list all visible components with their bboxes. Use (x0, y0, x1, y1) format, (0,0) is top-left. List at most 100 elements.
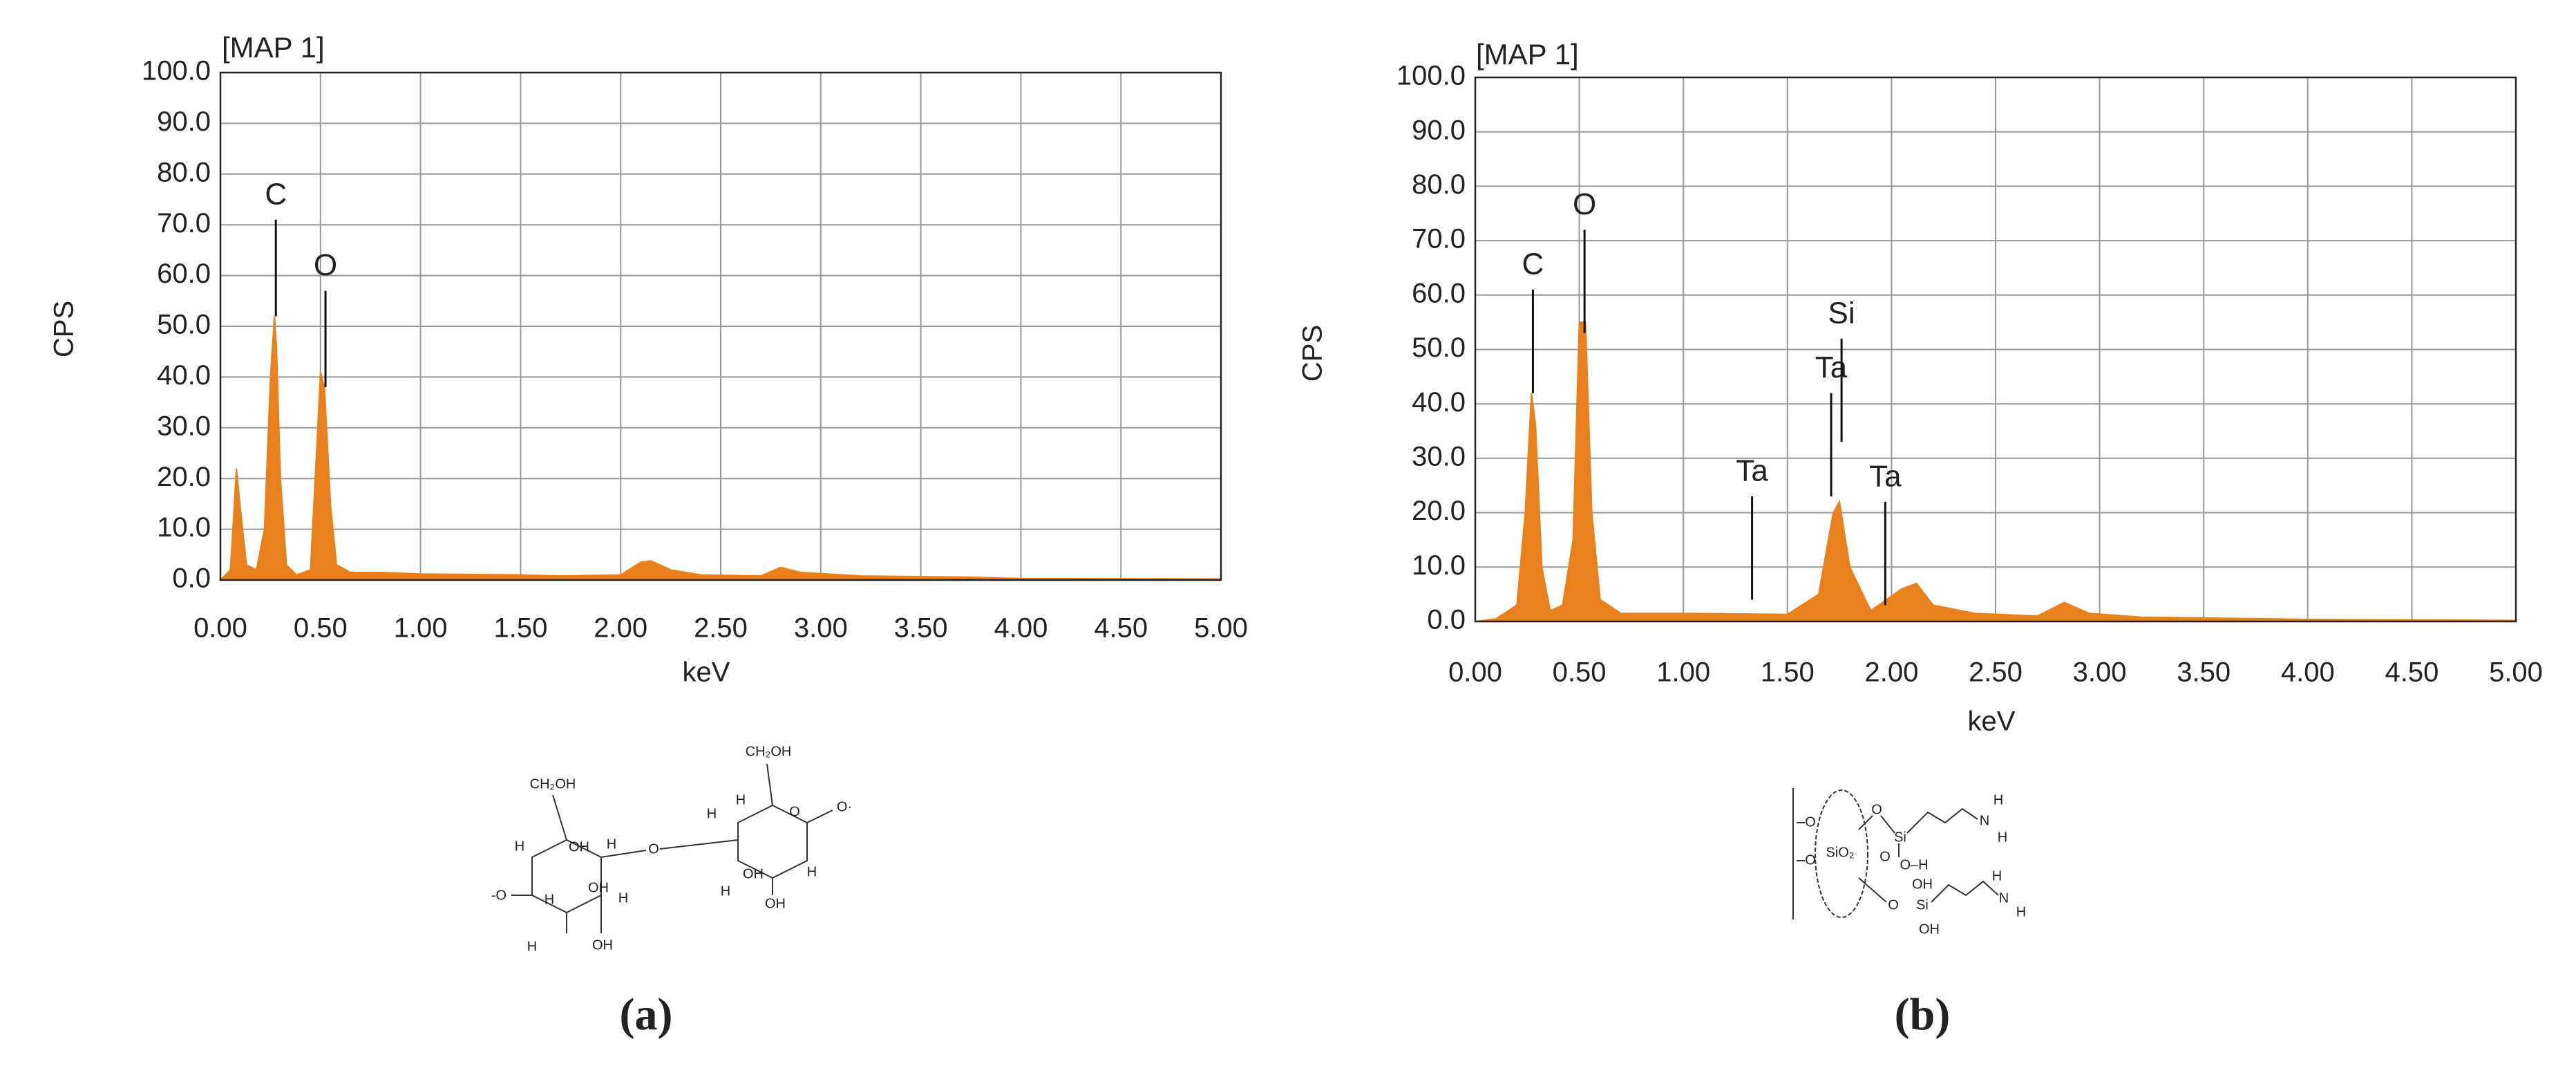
x-tick-label: 4.50 (2385, 657, 2438, 688)
atom-label: H (736, 792, 746, 807)
spectrum (1475, 321, 2517, 622)
x-tick-label: 1.00 (1656, 657, 1710, 688)
y-tick-label: 10.0 (1412, 550, 1466, 581)
y-tick-label: 80.0 (157, 157, 211, 187)
atom-label: H (1993, 792, 2003, 807)
structure-a (511, 763, 833, 933)
x-tick-label: 0.50 (1553, 657, 1607, 688)
particle (1815, 789, 1868, 918)
atom-label: OH (588, 880, 609, 895)
atom-label: Si (1894, 830, 1906, 845)
y-tick-label: 10.0 (157, 512, 211, 543)
x-tick-label: 3.50 (894, 613, 948, 644)
atom-label: OH (743, 866, 764, 881)
x-tick-label: 4.50 (1094, 613, 1148, 644)
peak-label: O (1573, 187, 1596, 221)
y-tick-label: 0.0 (1427, 605, 1466, 635)
atom-label: O· (837, 799, 852, 814)
atom-label: OH (592, 937, 613, 953)
atom-label: H (607, 836, 616, 852)
peak-label: Ta (1869, 459, 1902, 493)
atom-label: H (1998, 830, 2007, 845)
x-tick-label: 3.50 (2177, 657, 2231, 688)
spectrum (218, 316, 1222, 581)
atom-label: -O (491, 888, 506, 903)
peak-label: Ta (1736, 454, 1768, 488)
x-tick-label: 0.00 (193, 613, 247, 644)
x-tick-label: 0.50 (294, 613, 348, 644)
atom-label: O (1879, 849, 1891, 864)
y-tick-label: 80.0 (1412, 169, 1466, 200)
x-tick-label: 2.00 (1864, 657, 1918, 688)
x-tick-label: 4.00 (2281, 657, 2335, 688)
bonds (511, 763, 833, 933)
y-tick-label: 100.0 (142, 56, 211, 86)
x-axis-label: keV (1968, 707, 2016, 737)
atom-label: O (1888, 897, 1899, 913)
x-tick-label: 5.00 (1194, 613, 1248, 644)
atom-label: Si (1916, 897, 1929, 913)
atom-label: H (515, 839, 524, 854)
atom-label: CH₂OH (530, 776, 576, 792)
peak-label: Ta (1815, 350, 1848, 384)
y-tick-label: 60.0 (1412, 278, 1466, 308)
x-tick-label: 1.50 (493, 613, 547, 644)
x-tick-label: 1.00 (394, 613, 448, 644)
atom-label: H (707, 806, 717, 821)
y-tick-label: 60.0 (157, 259, 211, 289)
chart-title: [MAP 1] (1476, 38, 1579, 71)
atom-label: H (1992, 868, 2002, 883)
atom-label: CH₂OH (746, 744, 792, 759)
atom-label: O–H (1900, 857, 1928, 872)
x-tick-label: 3.00 (2073, 657, 2127, 688)
atom-label: O (789, 804, 800, 819)
y-tick-label: 50.0 (1412, 333, 1466, 363)
x-tick-label: 2.50 (1969, 657, 2023, 688)
y-tick-label: 0.0 (172, 563, 211, 594)
x-tick-label: 4.00 (994, 613, 1048, 644)
atom-label: H (618, 890, 628, 906)
panel-label: (b) (1895, 989, 1951, 1040)
y-tick-label: 70.0 (1412, 224, 1466, 254)
atom-label: O (1871, 802, 1882, 817)
atom-label: O (648, 841, 659, 857)
atom-label: H (2016, 904, 2026, 919)
peak-label: C (1522, 247, 1544, 281)
y-tick-label: 90.0 (157, 106, 211, 137)
atom-label: OH (569, 839, 589, 854)
y-axis-label: CPS (1298, 325, 1328, 382)
atom-label: N (1980, 813, 1989, 828)
atom-label: H (544, 892, 554, 907)
atom-label: H (721, 883, 730, 899)
y-axis-label: CPS (49, 301, 79, 357)
atom-label: OH (1912, 877, 1933, 892)
x-tick-label: 3.00 (794, 613, 848, 644)
atom-label: H (807, 864, 817, 879)
plot-frame (1474, 76, 2517, 623)
atom-label: N (1999, 890, 2009, 906)
x-tick-label: 1.50 (1761, 657, 1815, 688)
structure-b (1792, 788, 1999, 919)
y-tick-label: 100.0 (1396, 61, 1466, 91)
y-tick-label: 70.0 (157, 208, 211, 239)
y-tick-label: 50.0 (157, 310, 211, 340)
atom-label: O (1805, 814, 1816, 830)
y-tick-label: 40.0 (157, 360, 211, 391)
x-axis-label: keV (683, 657, 730, 688)
y-tick-label: 20.0 (157, 462, 211, 492)
atom-label: SiO₂ (1826, 845, 1854, 860)
bonds (1797, 807, 1999, 903)
atom-label: O (1805, 852, 1816, 868)
x-tick-label: 2.00 (594, 613, 647, 644)
y-tick-label: 40.0 (1412, 387, 1466, 418)
atom-label: OH (1919, 922, 1940, 937)
x-tick-label: 0.00 (1448, 657, 1502, 688)
peak-label: C (265, 177, 287, 211)
plot-frame (219, 71, 1222, 581)
x-tick-label: 2.50 (694, 613, 748, 644)
y-tick-label: 20.0 (1412, 496, 1466, 526)
y-tick-label: 90.0 (1412, 115, 1466, 145)
peak-label: Si (1828, 296, 1855, 330)
atom-label: H (527, 939, 537, 954)
